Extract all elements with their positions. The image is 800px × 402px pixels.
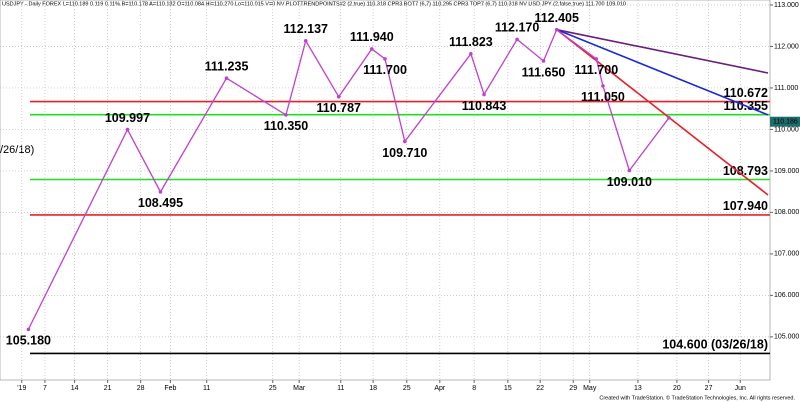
swing-point <box>26 327 31 332</box>
y-tick-label: 108.000 <box>774 209 799 216</box>
x-tick-label: 15 <box>504 385 512 392</box>
x-tick-label: Apr <box>434 385 446 392</box>
x-tick-label: Mar <box>293 385 306 392</box>
x-tick-label: '19 <box>17 385 26 392</box>
y-tick-label: 109.000 <box>774 168 799 175</box>
swing-point <box>541 59 546 63</box>
corner-label: /26/18) <box>0 144 34 156</box>
footer: Created with TradeStation. © TradeStatio… <box>599 394 795 401</box>
swing-label: 111.235 <box>205 59 249 73</box>
y-tick-label: 111.000 <box>774 85 798 92</box>
swing-point <box>667 116 671 120</box>
swing-label: 109.997 <box>105 111 150 125</box>
x-tick-label: Feb <box>164 385 176 392</box>
swing-label: 111.650 <box>522 65 566 79</box>
swing-label: 108.495 <box>138 196 183 210</box>
x-tick-label: 20 <box>673 385 681 392</box>
swing-label: 110.843 <box>462 99 507 113</box>
swing-point <box>627 168 632 173</box>
trend-line <box>556 28 769 74</box>
y-tick-label: 106.000 <box>774 292 799 299</box>
x-tick-label: 29 <box>569 385 577 392</box>
x-tick-label: May <box>583 385 597 392</box>
swing-label: 111.050 <box>581 90 625 104</box>
y-tick-label: 110.000 <box>774 126 799 133</box>
swing-point <box>336 94 341 99</box>
swing-point <box>482 92 486 97</box>
swing-point <box>594 57 599 61</box>
x-tick-label: 25 <box>269 385 277 392</box>
level-label: 104.600 (03/26/18) <box>662 338 768 352</box>
y-tick-label: 113.000 <box>774 2 799 9</box>
y-tick-label: 107.000 <box>774 251 799 258</box>
trend-line <box>556 28 769 116</box>
x-tick-label: Jun <box>735 385 746 392</box>
swing-label: 112.137 <box>284 22 329 36</box>
swing-point <box>383 57 387 61</box>
swing-point <box>158 190 163 194</box>
swing-point <box>125 127 130 132</box>
x-tick-label: 27 <box>705 385 713 392</box>
x-tick-label: 28 <box>137 385 145 392</box>
swing-label: 109.010 <box>607 175 652 189</box>
swing-point <box>224 76 229 80</box>
swing-label: 105.180 <box>6 334 51 348</box>
swing-label: 110.787 <box>317 101 362 115</box>
x-tick-label: 11 <box>337 385 344 392</box>
swing-label: 111.700 <box>574 63 618 77</box>
swing-label: 112.405 <box>534 11 579 25</box>
swing-point <box>284 113 288 117</box>
x-tick-label: 11 <box>203 385 210 392</box>
level-label: 107.940 <box>723 199 768 213</box>
swing-point <box>369 47 374 51</box>
trend-line <box>556 29 769 196</box>
last-price-label: 110.186 <box>773 119 798 126</box>
x-tick-label: 7 <box>43 385 47 392</box>
swing-point <box>601 84 605 88</box>
swing-label: 111.940 <box>350 30 394 44</box>
x-tick-label: 22 <box>536 385 544 392</box>
x-tick-label: 8 <box>472 385 476 392</box>
level-label: 108.793 <box>723 164 768 178</box>
header: USDJPY - Daily FOREX L=110.189 0.119 0.1… <box>2 1 626 7</box>
swing-label: 110.350 <box>264 119 309 133</box>
last-price-box <box>770 116 800 127</box>
x-tick-label: 14 <box>71 385 79 392</box>
swing-point <box>554 27 559 32</box>
plot-frame <box>0 0 771 381</box>
y-tick-label: 105.000 <box>774 334 799 341</box>
x-tick-label: 18 <box>369 385 377 392</box>
x-tick-label: 13 <box>634 385 642 392</box>
swing-point <box>469 52 473 56</box>
swing-label: 111.823 <box>449 35 493 49</box>
level-label: 110.672 <box>724 86 769 100</box>
swing-point <box>403 139 407 144</box>
x-tick-label: 25 <box>403 385 411 392</box>
swing-point <box>515 37 519 42</box>
swing-point <box>303 38 308 43</box>
y-tick-label: 112.000 <box>774 43 799 50</box>
swing-label: 112.170 <box>495 21 540 35</box>
swing-label: 109.710 <box>382 146 427 160</box>
swing-label: 111.700 <box>363 63 407 77</box>
x-tick-label: 21 <box>104 385 112 392</box>
